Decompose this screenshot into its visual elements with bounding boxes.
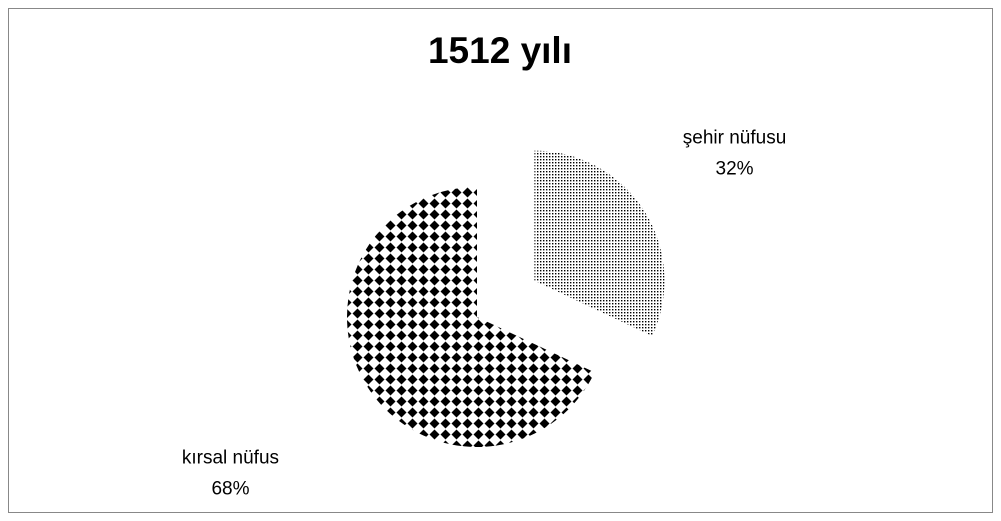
pie-slice bbox=[346, 187, 595, 448]
slice-label: kırsal nüfus bbox=[182, 447, 279, 468]
slice-value-label: 68% bbox=[211, 478, 249, 499]
pie-slice bbox=[534, 150, 665, 336]
chart-title: 1512 yılı bbox=[428, 30, 572, 71]
slice-value-label: 32% bbox=[716, 159, 754, 180]
slice-label: şehir nüfusu bbox=[683, 128, 787, 149]
